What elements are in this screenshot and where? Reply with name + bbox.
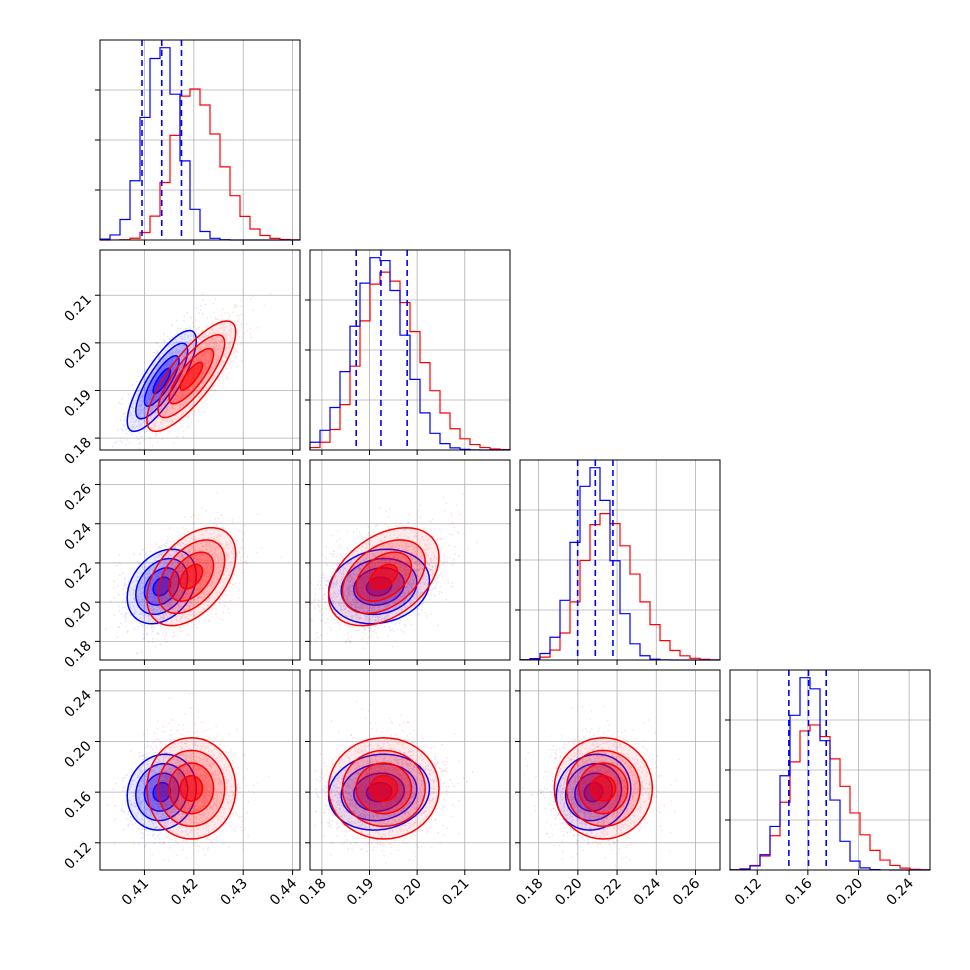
red-contour bbox=[179, 774, 204, 802]
x-tick-label: 0.44 bbox=[267, 875, 300, 908]
y-tick-label: 0.24 bbox=[61, 520, 94, 553]
y-tick-label: 0.16 bbox=[61, 789, 94, 822]
red-contour bbox=[369, 563, 399, 590]
x-tick-label: 0.20 bbox=[833, 876, 866, 909]
x-tick-label: 0.43 bbox=[218, 876, 251, 909]
red-contour bbox=[590, 774, 617, 802]
red-histogram bbox=[309, 271, 511, 451]
x-tick-label: 0.41 bbox=[119, 876, 152, 909]
histogram-panel-1 bbox=[305, 249, 511, 455]
x-tick-label: 0.19 bbox=[344, 876, 377, 909]
scatter-panel-3-0: 0.41 0.42 0.43 0.44 0.12 0.16 0.20 0.24 bbox=[61, 669, 301, 909]
grid-lines bbox=[520, 670, 720, 870]
x-tick-label: 0.24 bbox=[884, 875, 917, 908]
x-tick-label: 0.21 bbox=[439, 876, 472, 909]
y-tick-label: 0.18 bbox=[61, 638, 94, 671]
red-contour bbox=[179, 563, 204, 590]
y-tick-label: 0.19 bbox=[61, 387, 94, 420]
axes-frame bbox=[519, 669, 721, 871]
scatter-panel-3-2: 0.18 0.20 0.22 0.24 0.26 bbox=[513, 669, 721, 909]
axes-frame bbox=[309, 249, 511, 451]
axes-frame bbox=[99, 249, 301, 451]
grid-lines bbox=[100, 460, 300, 660]
red-scatter-points bbox=[310, 493, 478, 649]
red-histogram bbox=[99, 88, 301, 241]
y-tick-label: 0.26 bbox=[61, 481, 94, 514]
scatter-panel-2-1 bbox=[305, 459, 511, 665]
x-tick-label: 0.26 bbox=[670, 875, 703, 908]
x-tick-label: 0.12 bbox=[732, 876, 765, 909]
axes-frame bbox=[519, 459, 721, 661]
histogram-panel-3: 0.12 0.16 0.20 0.24 bbox=[725, 669, 931, 909]
x-tick-label: 0.18 bbox=[296, 876, 329, 909]
grid-lines bbox=[310, 460, 510, 660]
x-tick-label: 0.22 bbox=[592, 876, 625, 909]
scatter-layer bbox=[106, 693, 270, 862]
y-tick-label: 0.18 bbox=[61, 435, 94, 468]
scatter-layer bbox=[105, 491, 282, 655]
y-tick-label: 0.20 bbox=[61, 599, 94, 632]
axes-frame bbox=[729, 669, 931, 871]
scatter-layer bbox=[522, 705, 680, 866]
y-tick-label: 0.12 bbox=[61, 839, 94, 872]
axes-frame bbox=[309, 459, 511, 661]
y-tick-label: 0.22 bbox=[61, 559, 94, 592]
scatter-panel-3-1: 0.18 0.19 0.20 0.21 bbox=[296, 669, 511, 909]
x-tick-label: 0.24 bbox=[631, 875, 664, 908]
scatter-layer bbox=[111, 293, 272, 450]
y-tick-label: 0.24 bbox=[61, 687, 94, 720]
histogram-panel-0 bbox=[95, 39, 301, 245]
red-contour bbox=[179, 361, 204, 391]
x-tick-label: 0.20 bbox=[392, 876, 425, 909]
y-tick-label: 0.20 bbox=[61, 339, 94, 372]
x-tick-label: 0.42 bbox=[168, 876, 201, 909]
scatter-panel-2-0: 0.18 0.20 0.22 0.24 0.26 bbox=[61, 459, 301, 671]
blue-histogram bbox=[99, 47, 300, 241]
red-contour bbox=[369, 774, 399, 802]
x-tick-label: 0.20 bbox=[552, 876, 585, 909]
blue-histogram bbox=[519, 467, 720, 661]
x-tick-label: 0.16 bbox=[782, 875, 815, 908]
axes-frame bbox=[99, 39, 301, 241]
scatter-panel-1-0: 0.18 0.19 0.20 0.21 bbox=[61, 249, 301, 468]
x-tick-label: 0.18 bbox=[513, 876, 546, 909]
blue-histogram bbox=[729, 677, 930, 871]
axes-frame bbox=[99, 459, 301, 661]
scatter-layer bbox=[310, 700, 474, 869]
axes-frame bbox=[309, 669, 511, 871]
y-tick-label: 0.21 bbox=[61, 292, 94, 325]
histogram-panel-2 bbox=[515, 459, 721, 665]
y-tick-label: 0.20 bbox=[61, 738, 94, 771]
scatter-layer bbox=[310, 493, 478, 649]
axes-frame bbox=[99, 669, 301, 871]
panels: 0.12 0.16 0.20 0.240.180.190.200.210.180.20… bbox=[61, 39, 931, 909]
